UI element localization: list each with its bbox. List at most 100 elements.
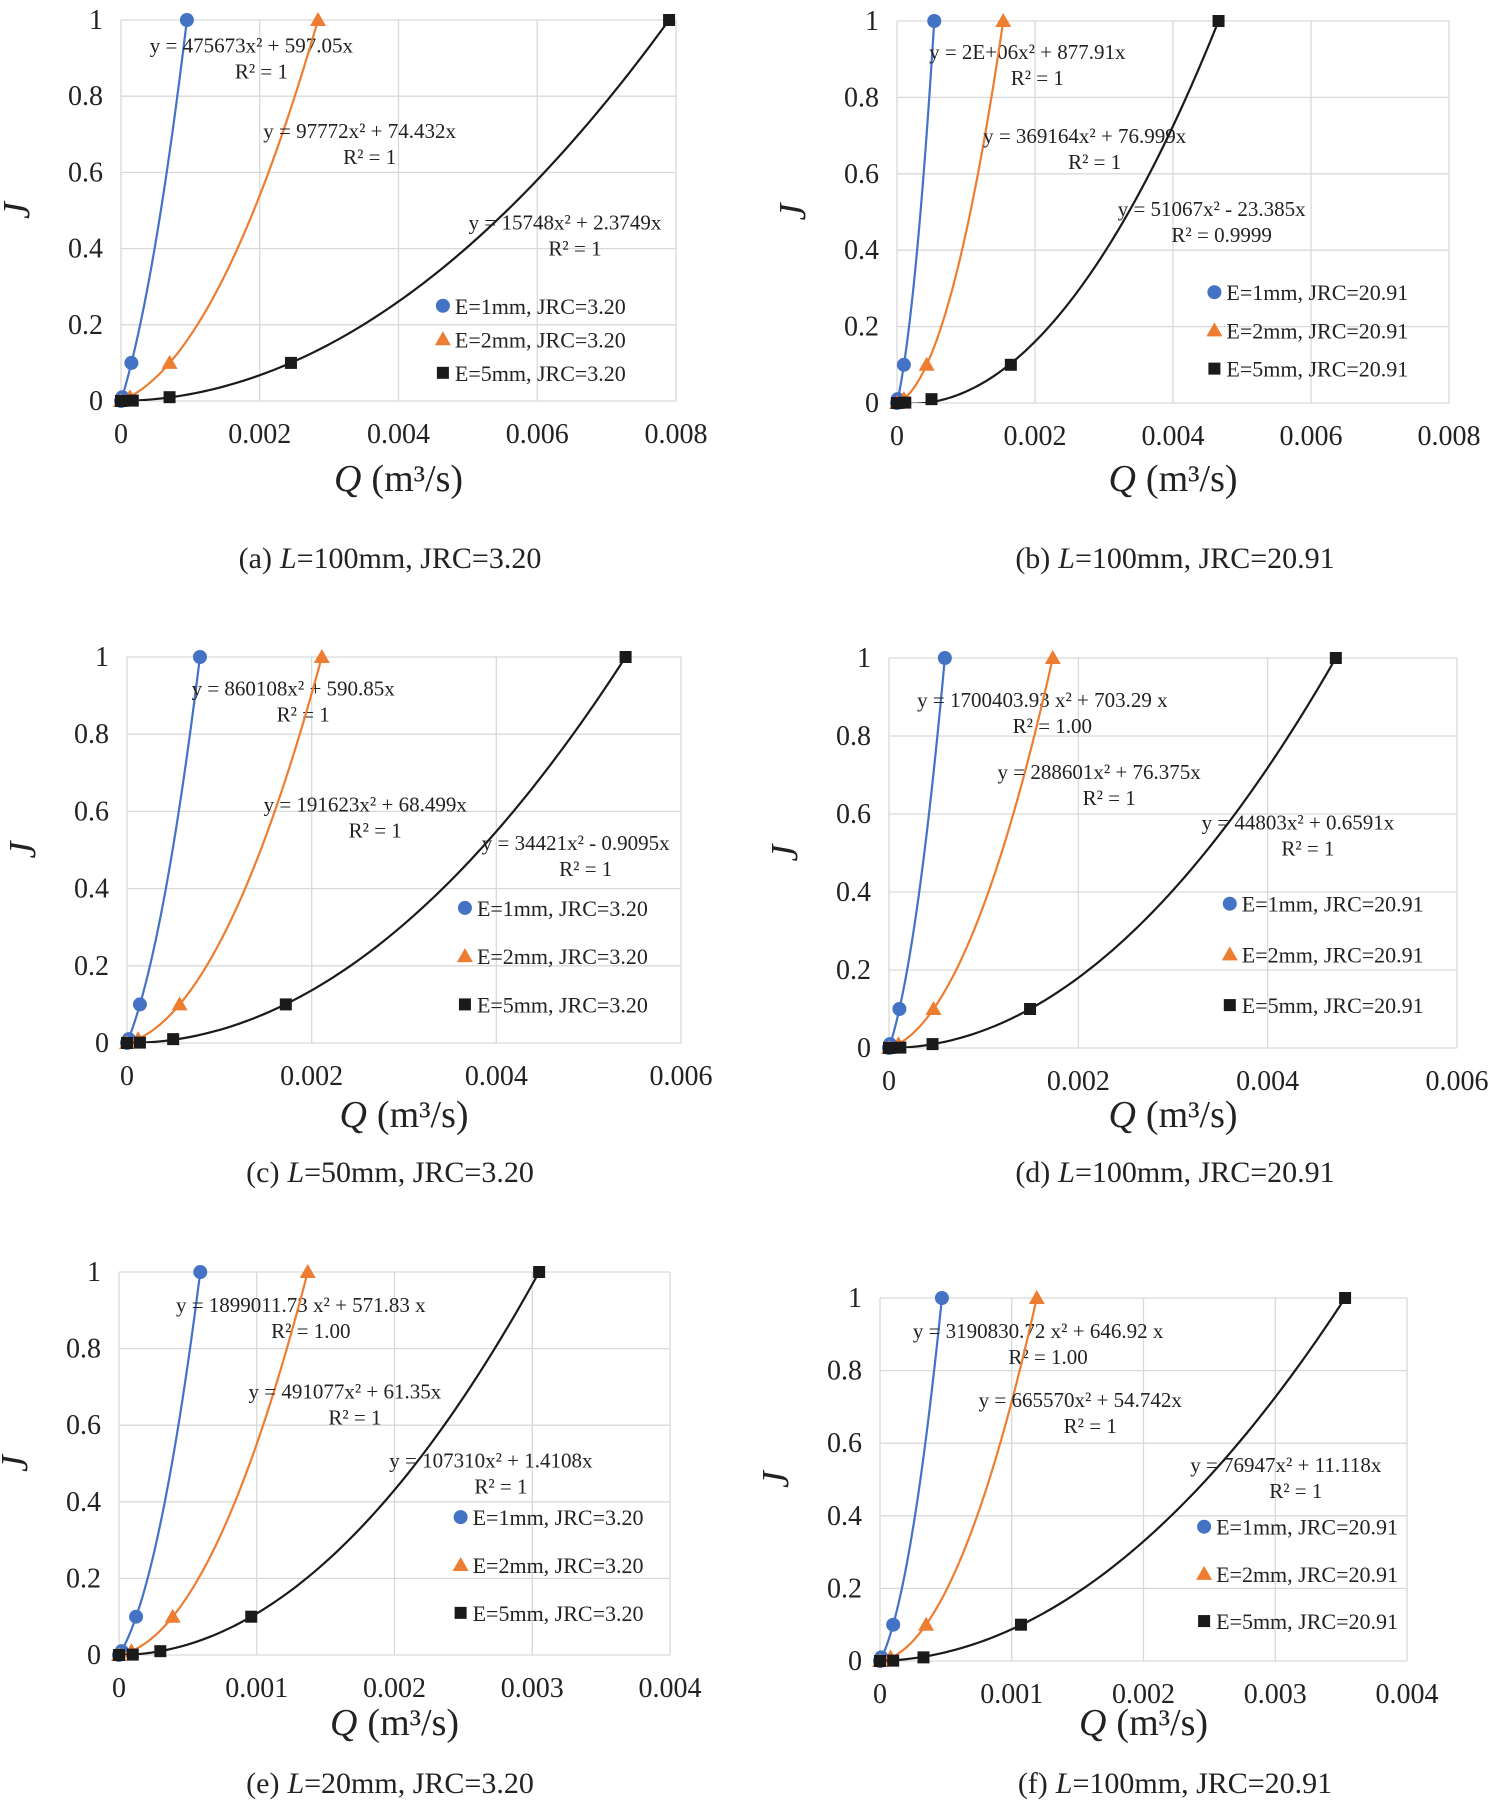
caption: (d) L=100mm, JRC=20.91 xyxy=(1015,1156,1334,1189)
y-axis-title: J xyxy=(2,839,44,858)
marker-triangle xyxy=(171,996,188,1011)
legend-label: E=1mm, JRC=3.20 xyxy=(473,1505,644,1530)
y-tick-label: 0.6 xyxy=(66,1410,101,1441)
trend-r2: R² = 1 xyxy=(235,59,288,83)
marker-square xyxy=(458,998,471,1011)
x-tick-label: 0.003 xyxy=(501,1673,564,1704)
marker-circle xyxy=(937,651,952,665)
trend-equation: y = 15748x² + 2.3749x xyxy=(469,211,662,235)
marker-triangle xyxy=(1028,1290,1045,1304)
trend-equation: y = 665570x² + 54.742x xyxy=(979,1388,1183,1412)
x-tick-label: 0.008 xyxy=(1418,421,1481,452)
legend-label: E=2mm, JRC=3.20 xyxy=(455,327,626,352)
y-tick-label: 0.4 xyxy=(68,234,103,265)
caption-variable: L xyxy=(1055,1767,1073,1800)
x-tick-label: 0.002 xyxy=(363,1673,426,1704)
marker-circle xyxy=(1222,896,1237,911)
trendline xyxy=(127,656,202,1043)
x-tick-label: 0.004 xyxy=(1142,421,1205,452)
trend-equation: y = 860108x² + 590.85x xyxy=(192,677,396,701)
y-tick-label: 0.6 xyxy=(827,1428,862,1459)
marker-circle xyxy=(927,14,942,28)
x-tick-label: 0.004 xyxy=(639,1673,702,1704)
caption-variable: L xyxy=(286,1156,304,1189)
trend-equation: y = 51067x² - 23.385x xyxy=(1118,197,1306,221)
marker-triangle xyxy=(1044,650,1061,664)
y-tick-label: 0.4 xyxy=(836,877,871,908)
y-tick-label: 0 xyxy=(848,1646,862,1677)
trend-equation: y = 44803x² + 0.6591x xyxy=(1202,811,1395,835)
y-tick-label: 0.8 xyxy=(827,1356,862,1387)
trend-r2: R² = 1 xyxy=(1083,786,1136,810)
marker-square xyxy=(126,394,139,407)
caption-variable: L xyxy=(286,1767,304,1800)
y-axis-title: J xyxy=(0,200,38,219)
marker-circle xyxy=(453,1510,468,1525)
x-axis-unit: (m³/s) xyxy=(1116,1702,1208,1744)
caption-text: =100mm, JRC=20.91 xyxy=(1075,1156,1335,1189)
legend-label: E=5mm, JRC=20.91 xyxy=(1242,993,1424,1018)
trendline xyxy=(897,20,936,403)
marker-triangle xyxy=(161,354,178,369)
legend-label: E=1mm, JRC=20.91 xyxy=(1242,892,1424,917)
x-tick-label: 0.001 xyxy=(225,1673,288,1704)
y-tick-label: 0.8 xyxy=(68,81,103,112)
marker-square xyxy=(436,366,449,379)
legend-label: E=2mm, JRC=3.20 xyxy=(473,1553,644,1578)
marker-circle xyxy=(132,997,147,1012)
marker-square xyxy=(1024,1003,1037,1015)
trend-equation: y = 491077x² + 61.35x xyxy=(249,1379,442,1403)
panel: 0 0.2 0.4 0.6 0.8 1 0 0.001 0.002 0.003 0.004 J Q(m³… xyxy=(755,1283,1439,1800)
marker-square xyxy=(1198,1615,1211,1628)
trend-r2: R² = 0.9999 xyxy=(1171,223,1271,247)
marker-square xyxy=(887,1654,900,1667)
legend-label: E=1mm, JRC=20.91 xyxy=(1226,280,1408,305)
x-axis-title: Q (m³/s) xyxy=(1108,458,1237,500)
marker-square xyxy=(925,393,938,406)
x-tick-label: 0.004 xyxy=(465,1061,528,1092)
marker-square xyxy=(279,998,292,1011)
y-tick-label: 1 xyxy=(848,1283,862,1314)
x-tick-label: 0.004 xyxy=(1376,1679,1439,1710)
y-tick-label: 1 xyxy=(857,643,871,674)
marker-square xyxy=(899,396,912,409)
trend-r2: R² = 1 xyxy=(548,237,601,261)
x-axis-symbol: Q xyxy=(1108,1094,1135,1136)
marker-square xyxy=(894,1041,907,1054)
x-tick-label: 0.002 xyxy=(1047,1066,1110,1097)
trendline xyxy=(889,657,1054,1048)
x-axis-title: Q (m³/s) xyxy=(1079,1702,1208,1744)
trendline xyxy=(880,1297,1346,1661)
x-tick-label: 0.004 xyxy=(367,419,430,450)
caption-label: (d) xyxy=(1015,1156,1050,1189)
marker-square xyxy=(284,356,297,369)
marker-square xyxy=(126,1648,139,1661)
caption: (b) L=100mm, JRC=20.91 xyxy=(1015,542,1334,575)
panel: 0 0.2 0.4 0.6 0.8 1 0 0.001 0.002 0.003 0.004 J Q(m³… xyxy=(0,1257,702,1800)
marker-triangle xyxy=(918,356,935,371)
legend-label: E=2mm, JRC=20.91 xyxy=(1226,318,1408,343)
marker-triangle xyxy=(299,1264,316,1278)
x-tick-label: 0.008 xyxy=(645,419,708,450)
trend-equation: y = 34421x² - 0.9095x xyxy=(482,831,670,855)
marker-square xyxy=(883,1042,895,1054)
marker-triangle xyxy=(918,1616,935,1631)
marker-circle xyxy=(1197,1519,1212,1534)
trend-r2: R² = 1.00 xyxy=(271,1319,350,1343)
caption-text: =20mm, JRC=3.20 xyxy=(304,1767,534,1800)
x-axis-symbol: Q xyxy=(1108,458,1135,500)
x-tick-label: 0.003 xyxy=(1244,1679,1307,1710)
y-tick-label: 0.8 xyxy=(74,719,109,750)
y-tick-label: 0.4 xyxy=(74,874,109,905)
trendline xyxy=(119,1271,202,1655)
x-tick-label: 0.006 xyxy=(650,1061,713,1092)
x-axis-symbol: Q xyxy=(330,1702,357,1744)
trendline xyxy=(121,19,189,401)
x-axis-title: Q (m³/s) xyxy=(330,1702,459,1744)
legend-label: E=5mm, JRC=3.20 xyxy=(477,992,648,1017)
caption-variable: L xyxy=(279,542,297,575)
caption: (a) L=100mm, JRC=3.20 xyxy=(239,542,542,575)
